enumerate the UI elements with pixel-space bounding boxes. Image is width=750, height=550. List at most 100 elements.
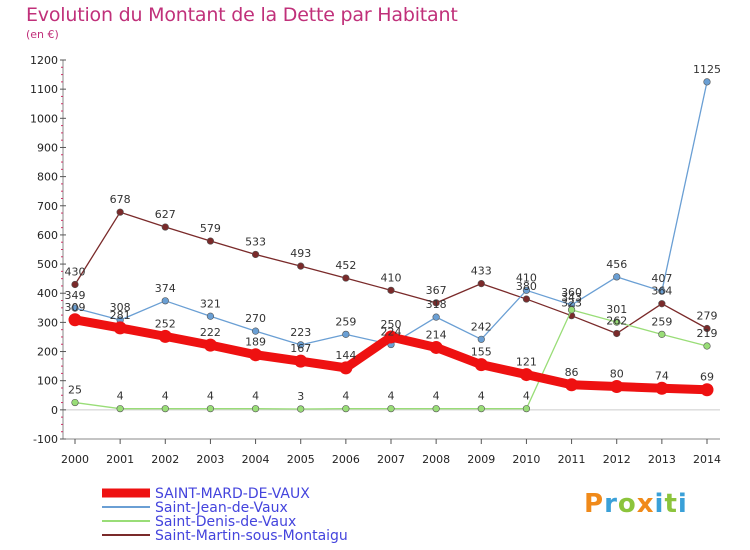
logo-letter: t — [664, 489, 678, 519]
logo-letter: i — [677, 489, 688, 519]
data-label: 349 — [65, 289, 86, 302]
data-label: 4 — [342, 390, 349, 403]
logo-letter: o — [617, 489, 637, 519]
data-point — [565, 378, 579, 392]
data-label: 252 — [155, 317, 176, 330]
data-label: 4 — [117, 390, 124, 403]
data-point — [474, 358, 488, 372]
data-label: 456 — [606, 258, 627, 271]
y-tick-label: 600 — [37, 229, 58, 242]
data-label: 270 — [245, 312, 266, 325]
data-point — [477, 335, 485, 343]
data-point — [339, 361, 353, 375]
data-point — [206, 405, 215, 413]
data-point — [384, 330, 398, 344]
y-tick-label: 200 — [37, 346, 58, 359]
legend-label: SAINT-MARD-DE-VAUX — [155, 486, 310, 502]
legend-label: Saint-Jean-de-Vaux — [155, 500, 288, 516]
y-tick-label: 400 — [37, 287, 58, 300]
y-tick-label: 900 — [37, 141, 58, 154]
data-label: 4 — [388, 390, 395, 403]
data-label: 1125 — [693, 63, 721, 76]
data-label: 4 — [478, 390, 485, 403]
data-point — [703, 324, 711, 333]
data-label: 242 — [471, 320, 492, 333]
logo-letter: x — [636, 489, 655, 519]
data-point — [294, 354, 308, 368]
y-axis-unit: (en €) — [26, 28, 59, 41]
data-point — [658, 287, 666, 295]
data-point — [703, 78, 711, 86]
data-point — [297, 341, 305, 349]
data-point — [700, 383, 714, 397]
data-label: 223 — [290, 326, 311, 339]
y-tick-label: 700 — [37, 200, 58, 213]
data-point — [297, 262, 305, 270]
data-label: 69 — [700, 371, 714, 384]
data-point — [387, 405, 395, 413]
data-point — [522, 286, 531, 294]
axes: -100 0 100 200 300 400 500 600 700 800 900 1000 1100… — [30, 54, 721, 466]
data-label: 144 — [335, 349, 356, 362]
x-tick-label: 2004 — [242, 453, 270, 466]
data-point — [655, 381, 669, 395]
data-label: 281 — [110, 309, 131, 322]
data-point — [113, 321, 127, 335]
data-label: 167 — [290, 342, 311, 355]
data-label: 189 — [245, 336, 266, 349]
data-point — [71, 280, 79, 289]
data-label: 259 — [651, 315, 672, 328]
data-label: 214 — [426, 328, 447, 341]
data-label: 308 — [110, 301, 131, 314]
data-point — [68, 313, 82, 327]
y-tick-label: 500 — [37, 258, 58, 271]
data-point — [251, 250, 260, 259]
y-tick-label: 1000 — [30, 112, 58, 125]
data-label: 579 — [200, 222, 221, 235]
data-point — [71, 398, 79, 407]
data-point — [206, 237, 215, 245]
x-tick-label: 2009 — [467, 453, 495, 466]
data-label: 86 — [565, 366, 579, 379]
data-label: 430 — [65, 265, 86, 278]
data-point — [116, 405, 124, 413]
data-point — [251, 405, 260, 413]
data-label: 4 — [523, 390, 530, 403]
data-point — [387, 286, 395, 294]
data-point — [432, 405, 440, 413]
data-label: 433 — [471, 265, 492, 278]
data-point — [161, 223, 169, 231]
chart-title: Evolution du Montant de la Dette par Hab… — [26, 4, 458, 26]
series-lines — [68, 78, 714, 413]
data-label: 323 — [561, 297, 582, 310]
data-label: 74 — [655, 369, 669, 382]
x-tick-label: 2008 — [422, 453, 450, 466]
data-point — [71, 304, 79, 312]
y-tick-label: 1100 — [30, 83, 58, 96]
data-point — [703, 342, 711, 350]
x-tick-label: 2002 — [151, 453, 179, 466]
data-point — [477, 405, 485, 413]
data-label: 309 — [65, 301, 86, 314]
data-label: 407 — [651, 272, 672, 285]
data-label: 364 — [651, 285, 672, 298]
y-tick-label: 100 — [37, 375, 58, 388]
data-point — [519, 368, 533, 382]
data-label: 121 — [516, 356, 537, 369]
data-point — [158, 329, 172, 343]
data-label: 343 — [561, 291, 582, 304]
data-label: 224 — [381, 326, 402, 339]
data-point — [116, 208, 124, 216]
data-point — [610, 380, 624, 394]
data-point — [342, 405, 350, 413]
x-tick-label: 2001 — [106, 453, 134, 466]
data-label: 4 — [162, 390, 169, 403]
legend-label: Saint-Denis-de-Vaux — [155, 514, 296, 530]
data-point — [613, 329, 621, 338]
y-tick-label: 0 — [51, 404, 58, 417]
x-tick-label: 2007 — [377, 453, 405, 466]
data-label: 25 — [68, 384, 82, 397]
y-tick-label: 1200 — [30, 54, 58, 67]
x-tick-label: 2011 — [558, 453, 586, 466]
